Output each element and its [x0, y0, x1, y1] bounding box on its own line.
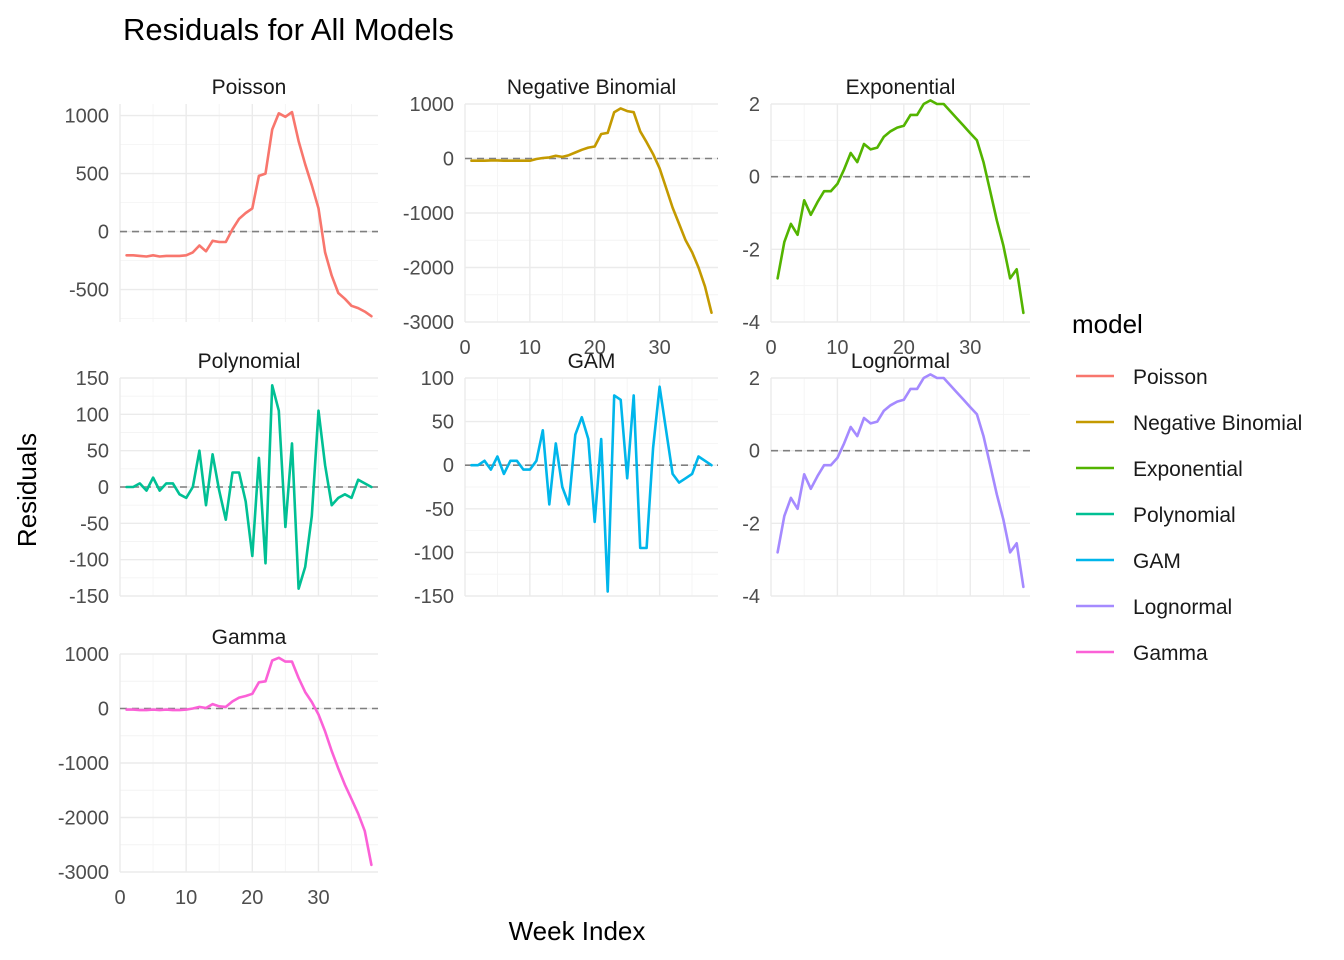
- y-tick-label: 0: [98, 699, 109, 721]
- y-tick-label: -4: [742, 586, 760, 608]
- legend-label-exponential: Exponential: [1133, 458, 1243, 481]
- x-tick-label: 30: [648, 337, 670, 359]
- panel-negative-binomial: Negative Binomial -3000 -2000 -1000 0 1000 0 10…: [403, 76, 718, 359]
- x-tick-label: 10: [826, 337, 848, 359]
- series-line-lognormal: [776, 373, 1025, 589]
- x-tick-label: 20: [893, 337, 915, 359]
- y-tick-label: 0: [749, 441, 760, 463]
- y-tick-label: 100: [421, 368, 454, 390]
- y-tick-label: 0: [443, 455, 454, 477]
- y-tick-label: 0: [443, 149, 454, 171]
- x-axis-title: Week Index: [509, 916, 646, 946]
- y-tick-label: 50: [87, 441, 109, 463]
- facet-label-gamma: Gamma: [212, 626, 287, 649]
- y-tick-label: 100: [76, 404, 109, 426]
- chart-title: Residuals for All Models: [123, 12, 454, 47]
- y-tick-label: -3000: [58, 862, 109, 884]
- facet-label-gam: GAM: [568, 350, 616, 373]
- y-tick-label: -150: [414, 586, 454, 608]
- y-tick-label: -50: [80, 513, 109, 535]
- legend-label-poisson: Poisson: [1133, 366, 1208, 389]
- facet-label-poisson: Poisson: [212, 76, 287, 99]
- panel-polynomial: Polynomial -150 -100 -50 0 50 100 150: [69, 350, 378, 608]
- facet-label-polynomial: Polynomial: [198, 350, 301, 373]
- legend-label-negative-binomial: Negative Binomial: [1133, 412, 1302, 435]
- y-tick-label: 50: [432, 412, 454, 434]
- legend-label-gam: GAM: [1133, 550, 1181, 573]
- x-tick-label: 20: [584, 337, 606, 359]
- x-tick-label: 0: [114, 887, 125, 909]
- legend: model Poisson Negative Binomial Exponentia…: [1072, 309, 1302, 665]
- y-tick-label: -2: [742, 513, 760, 535]
- legend-label-polynomial: Polynomial: [1133, 504, 1236, 527]
- facet-label-exponential: Exponential: [846, 76, 956, 99]
- y-tick-label: -2: [742, 239, 760, 261]
- y-tick-label: -2000: [403, 258, 454, 280]
- y-tick-label: 500: [76, 164, 109, 186]
- y-tick-label: -500: [69, 280, 109, 302]
- y-tick-label: 1000: [65, 644, 110, 666]
- y-tick-label: -3000: [403, 312, 454, 334]
- y-tick-label: -100: [69, 550, 109, 572]
- y-tick-label: 2: [749, 368, 760, 390]
- series-line-poisson: [125, 110, 373, 318]
- y-tick-label: 0: [98, 477, 109, 499]
- y-tick-label: 2: [749, 94, 760, 116]
- x-tick-label: 30: [959, 337, 981, 359]
- y-tick-label: 150: [76, 368, 109, 390]
- panel-gamma: Gamma -3000 -2000 -1000 0 1000 0 10 20 30: [58, 626, 378, 909]
- facet-label-lognormal: Lognormal: [851, 350, 950, 373]
- series-line-exponential: [776, 99, 1025, 315]
- legend-label-lognormal: Lognormal: [1133, 596, 1232, 619]
- x-tick-label: 30: [307, 887, 329, 909]
- x-tick-label: 0: [459, 337, 470, 359]
- x-tick-label: 0: [765, 337, 776, 359]
- y-tick-label: -4: [742, 312, 760, 334]
- legend-label-gamma: Gamma: [1133, 642, 1208, 665]
- y-tick-label: 0: [749, 167, 760, 189]
- y-tick-label: 1000: [65, 106, 110, 128]
- panel-poisson: Poisson -500 0 500 1000: [65, 76, 378, 322]
- series-line-gam: [470, 385, 713, 593]
- y-tick-label: -1000: [403, 203, 454, 225]
- series-line-negative-binomial: [470, 107, 713, 315]
- y-tick-label: -50: [425, 499, 454, 521]
- x-tick-label: 20: [241, 887, 263, 909]
- y-axis-title: Residuals: [12, 433, 42, 547]
- series-line-gamma: [125, 656, 373, 867]
- x-tick-label: 10: [175, 887, 197, 909]
- series-line-polynomial: [125, 383, 373, 591]
- y-tick-label: -150: [69, 586, 109, 608]
- panel-gam: GAM -150 -100 -50 0 50 100: [414, 350, 718, 608]
- legend-title: model: [1072, 309, 1143, 339]
- x-tick-label: 10: [519, 337, 541, 359]
- y-tick-label: -1000: [58, 753, 109, 775]
- y-tick-label: 1000: [410, 94, 455, 116]
- y-tick-label: -2000: [58, 808, 109, 830]
- y-tick-label: -100: [414, 542, 454, 564]
- y-tick-label: 0: [98, 222, 109, 244]
- facet-label-negative-binomial: Negative Binomial: [507, 76, 676, 99]
- panel-lognormal: Lognormal -4 -2 0 2: [742, 350, 1030, 608]
